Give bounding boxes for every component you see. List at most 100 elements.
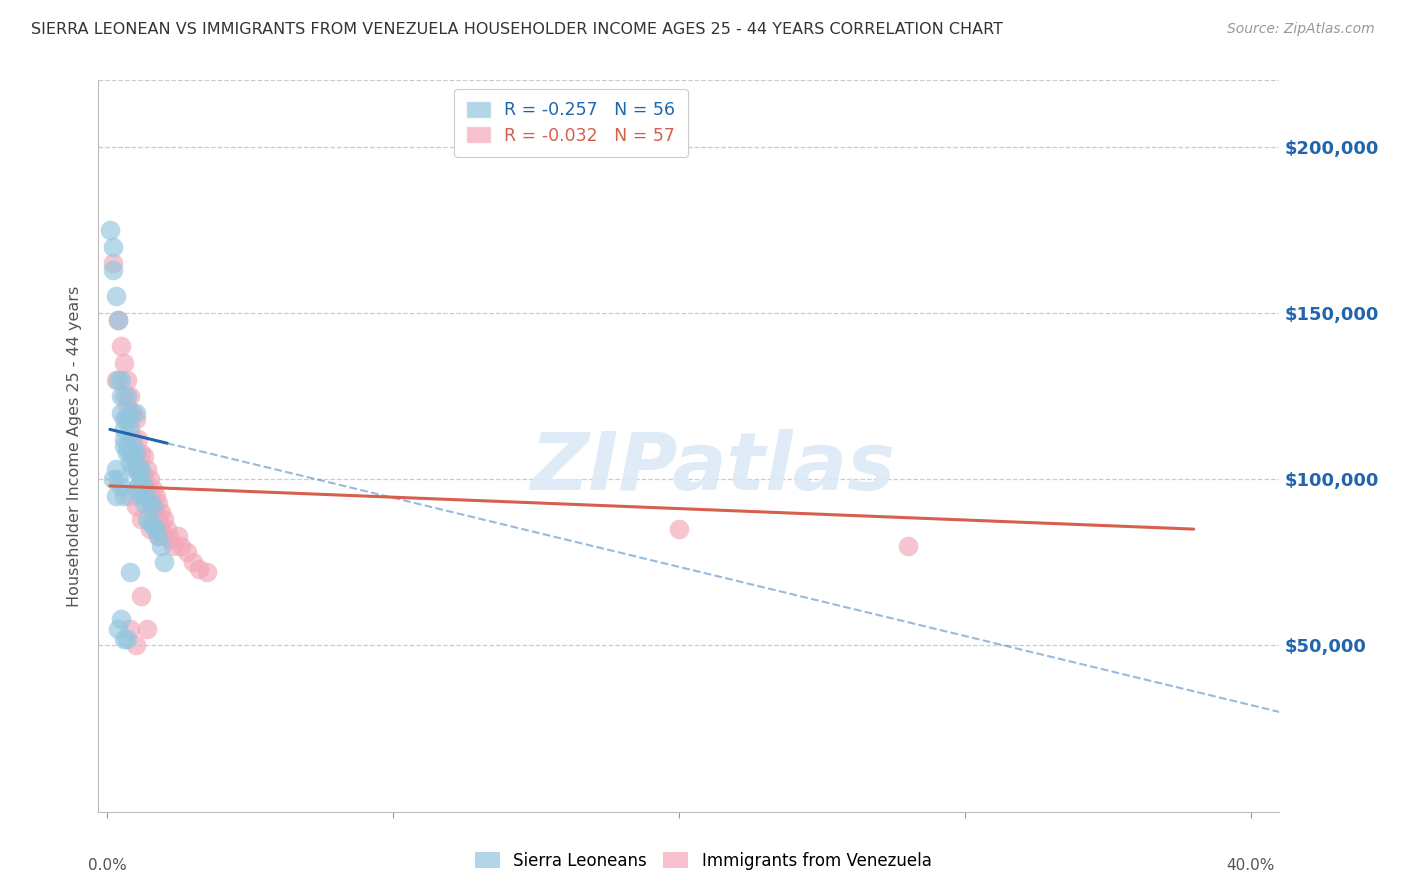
Point <box>104 372 127 386</box>
Point <box>118 445 141 459</box>
Point <box>112 632 135 646</box>
Point <box>150 539 173 553</box>
Point <box>136 482 159 496</box>
Point <box>145 506 167 520</box>
Point <box>118 422 141 436</box>
Point <box>131 466 153 480</box>
Point <box>170 539 193 553</box>
Point <box>118 389 141 403</box>
Point <box>127 462 149 476</box>
Point <box>136 512 159 526</box>
Point <box>121 433 143 447</box>
Point <box>118 412 141 426</box>
Point <box>127 456 149 470</box>
Point <box>176 545 198 559</box>
Point <box>115 412 138 426</box>
Point <box>115 445 138 459</box>
Point <box>139 472 162 486</box>
Legend: Sierra Leoneans, Immigrants from Venezuela: Sierra Leoneans, Immigrants from Venezue… <box>468 846 938 877</box>
Point <box>124 445 146 459</box>
Point <box>115 372 138 386</box>
Point <box>107 472 129 486</box>
Point <box>136 462 159 476</box>
Point <box>101 256 124 270</box>
Point <box>104 489 127 503</box>
Point <box>148 495 170 509</box>
Point <box>124 412 146 426</box>
Point <box>124 445 146 459</box>
Point <box>118 406 141 420</box>
Point <box>131 472 153 486</box>
Point <box>139 516 162 530</box>
Point <box>115 632 138 646</box>
Point <box>121 439 143 453</box>
Point <box>110 612 132 626</box>
Point <box>668 522 690 536</box>
Point <box>124 456 146 470</box>
Point <box>110 389 132 403</box>
Point <box>115 439 138 453</box>
Point <box>148 529 170 543</box>
Point <box>139 522 162 536</box>
Point <box>162 539 184 553</box>
Point <box>181 555 204 569</box>
Text: 40.0%: 40.0% <box>1226 858 1275 873</box>
Point <box>112 433 135 447</box>
Point <box>107 372 129 386</box>
Point <box>127 479 149 493</box>
Point <box>115 399 138 413</box>
Point <box>101 472 124 486</box>
Point <box>142 499 165 513</box>
Point <box>134 449 156 463</box>
Point <box>110 372 132 386</box>
Point <box>142 499 165 513</box>
Point <box>134 479 156 493</box>
Text: ZIPatlas: ZIPatlas <box>530 429 896 507</box>
Point <box>150 522 173 536</box>
Point <box>136 489 159 503</box>
Point <box>110 406 132 420</box>
Text: SIERRA LEONEAN VS IMMIGRANTS FROM VENEZUELA HOUSEHOLDER INCOME AGES 25 - 44 YEAR: SIERRA LEONEAN VS IMMIGRANTS FROM VENEZU… <box>31 22 1002 37</box>
Point <box>118 456 141 470</box>
Point <box>124 406 146 420</box>
Point <box>187 562 209 576</box>
Point <box>112 412 135 426</box>
Point <box>121 449 143 463</box>
Point <box>118 622 141 636</box>
Point <box>124 482 146 496</box>
Point <box>124 499 146 513</box>
Point <box>131 445 153 459</box>
Point <box>167 529 190 543</box>
Point <box>134 495 156 509</box>
Point <box>110 479 132 493</box>
Point <box>127 433 149 447</box>
Point <box>110 339 132 353</box>
Point <box>148 529 170 543</box>
Point <box>131 512 153 526</box>
Point <box>118 489 141 503</box>
Point <box>104 462 127 476</box>
Point <box>145 522 167 536</box>
Point <box>139 495 162 509</box>
Point <box>134 482 156 496</box>
Point <box>136 622 159 636</box>
Point <box>131 489 153 503</box>
Point <box>121 406 143 420</box>
Point <box>115 389 138 403</box>
Point <box>101 239 124 253</box>
Text: 0.0%: 0.0% <box>87 858 127 873</box>
Point <box>153 555 176 569</box>
Point <box>131 589 153 603</box>
Point <box>131 462 153 476</box>
Legend: R = -0.257   N = 56, R = -0.032   N = 57: R = -0.257 N = 56, R = -0.032 N = 57 <box>454 89 688 157</box>
Point <box>112 489 135 503</box>
Point <box>150 506 173 520</box>
Point <box>153 512 176 526</box>
Point <box>134 472 156 486</box>
Point <box>148 512 170 526</box>
Point <box>112 439 135 453</box>
Point <box>142 518 165 533</box>
Point <box>124 462 146 476</box>
Point <box>101 262 124 277</box>
Point <box>107 622 129 636</box>
